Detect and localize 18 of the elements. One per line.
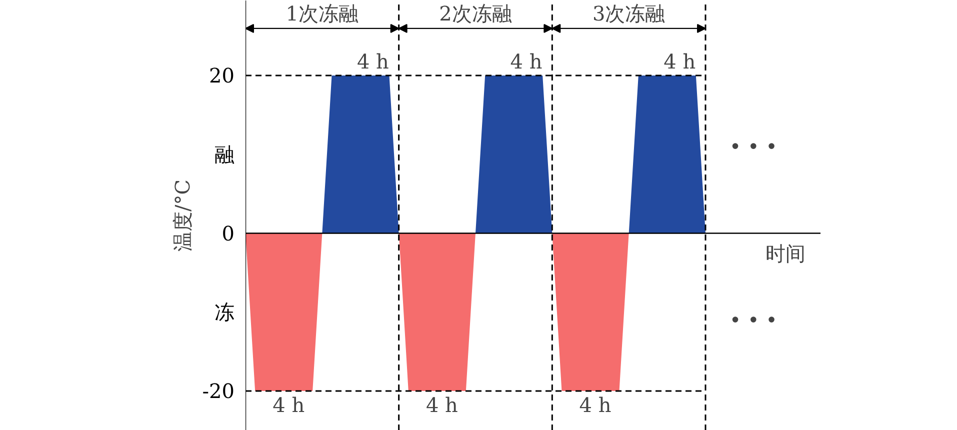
y-tick-label: -20 <box>202 379 235 404</box>
annotation: 2次冻融 <box>439 1 512 26</box>
y-tick-label: 20 <box>209 63 235 88</box>
y-tick-label: 冻 <box>214 300 234 324</box>
y-axis-title: 温度/°C <box>170 179 194 252</box>
annotation: 3次冻融 <box>592 1 666 26</box>
annotation: 4 h <box>579 393 612 418</box>
x-axis-title: 时间 <box>766 241 806 266</box>
annotation: 4 h <box>510 49 542 74</box>
y-tick-label: 融 <box>214 142 234 166</box>
annotation: 1次冻融 <box>286 1 359 26</box>
annotation: 4 h <box>356 49 390 74</box>
annotation: 4 h <box>272 393 305 418</box>
text: • • • <box>729 308 778 332</box>
annotation: 4 h <box>426 393 458 418</box>
annotation: 4 h <box>664 49 696 74</box>
y-tick-label: 0 <box>222 221 235 246</box>
text: • • • <box>729 134 778 158</box>
